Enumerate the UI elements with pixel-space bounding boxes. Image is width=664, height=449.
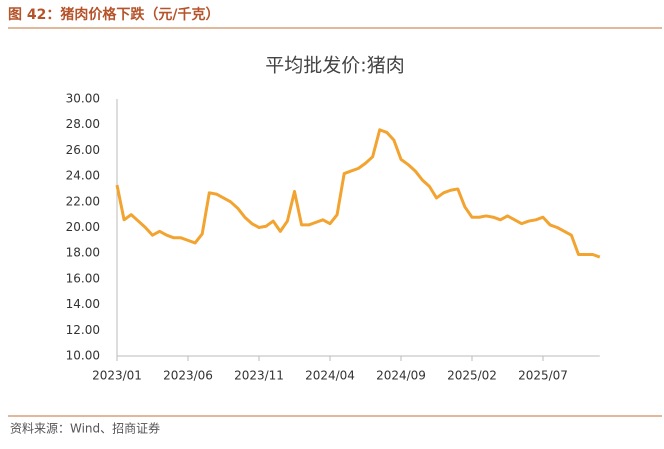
y-tick-label: 10.00	[66, 349, 100, 363]
figure-caption: 图 42：猪肉价格下跌（元/千克）	[8, 6, 219, 23]
x-tick-label: 2025/02	[447, 369, 497, 383]
y-tick-label: 26.00	[66, 143, 100, 157]
x-tick-label: 2024/04	[305, 369, 355, 383]
x-tick-label: 2023/01	[92, 369, 142, 383]
y-tick-label: 14.00	[66, 297, 100, 311]
x-tick-label: 2025/07	[518, 369, 568, 383]
y-tick-label: 22.00	[66, 194, 100, 208]
y-tick-label: 16.00	[66, 271, 100, 285]
y-tick-label: 30.00	[66, 92, 100, 106]
y-tick-label: 24.00	[66, 169, 100, 183]
line-series	[115, 128, 601, 259]
source: 资料来源：Wind、招商证券	[10, 421, 160, 436]
chart-title: 平均批发价:猪肉	[265, 55, 404, 77]
y-tick-label: 12.00	[66, 323, 100, 337]
x-tick-label: 2023/11	[234, 369, 284, 383]
x-tick-label: 2023/06	[163, 369, 213, 383]
y-tick-label: 18.00	[66, 246, 100, 260]
x-tick-label: 2024/09	[376, 369, 426, 383]
y-tick-label: 28.00	[66, 117, 100, 131]
y-tick-label: 20.00	[66, 220, 100, 234]
